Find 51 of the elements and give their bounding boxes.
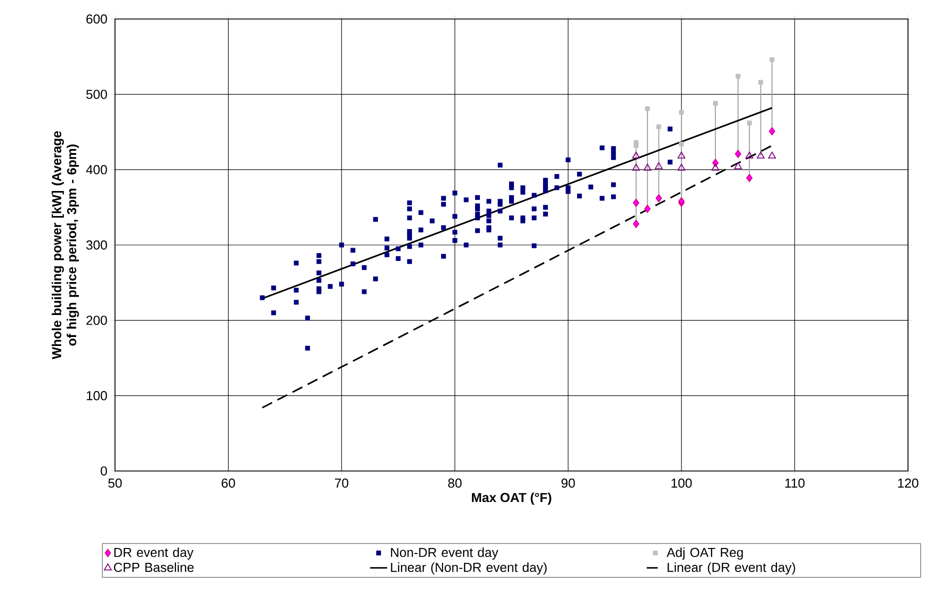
point: [770, 57, 774, 62]
point: [736, 74, 740, 79]
y-tick-label: 300: [86, 240, 107, 250]
legend-label: Linear (Non-DR event day): [391, 562, 547, 575]
point: [758, 80, 764, 85]
y-axis-title: Whole building power [kW] (Average of high price period, 3pm - 6pm): [52, 131, 79, 360]
point: [644, 204, 651, 213]
point: [711, 164, 720, 171]
point: [632, 164, 640, 171]
point: [644, 164, 652, 171]
point: [654, 162, 663, 170]
point: [632, 220, 640, 228]
x-tick-label: 80: [448, 478, 462, 488]
y-tick-label: 500: [86, 90, 107, 99]
x-tick-label: 100: [672, 478, 692, 488]
legend-label: DR event day: [114, 548, 194, 560]
x-tick-label: 120: [898, 478, 918, 488]
x-tick-label: 60: [222, 478, 236, 488]
point: [713, 100, 718, 106]
x-tick-label: 50: [108, 478, 122, 488]
legend-label: CPP Baseline: [114, 562, 194, 572]
point: [768, 152, 776, 159]
y-tick-label: 400: [86, 165, 107, 174]
point: [745, 152, 754, 159]
point: [679, 110, 684, 115]
point: [679, 142, 684, 146]
point: [768, 127, 776, 136]
point: [678, 152, 686, 159]
x-axis-title: Max OAT (°F): [472, 492, 552, 505]
point: [645, 106, 650, 112]
point: [656, 124, 662, 130]
point: [656, 194, 662, 202]
y-tick-label: 0: [100, 466, 107, 476]
point: [632, 152, 640, 159]
y-tick-label: 100: [86, 391, 107, 400]
point: [632, 198, 640, 207]
legend-label: Adj OAT Reg: [666, 548, 743, 560]
point: [678, 164, 686, 171]
x-tick-label: 70: [335, 478, 348, 488]
point: [634, 143, 639, 148]
point: [756, 152, 765, 159]
legend-label: Non-DR event day: [391, 548, 498, 560]
legend-label: Linear (DR event day): [668, 562, 796, 575]
point: [746, 174, 753, 182]
point: [734, 162, 742, 170]
y-tick-label: 200: [86, 316, 107, 325]
x-tick-label: 110: [785, 478, 805, 488]
y-tick-label: 600: [86, 14, 107, 24]
x-tick-label: 90: [562, 478, 575, 488]
point: [746, 120, 752, 126]
point: [734, 150, 742, 158]
